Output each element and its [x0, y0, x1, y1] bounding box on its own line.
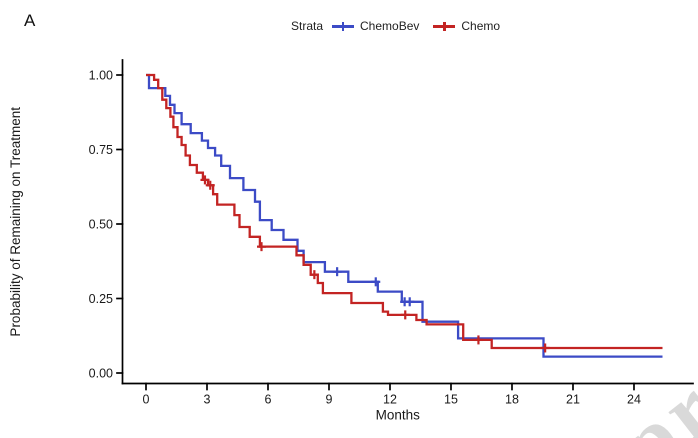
x-tick-label: 24: [627, 393, 641, 407]
legend-item-chemobev: ChemoBev: [332, 19, 419, 33]
y-tick-label: 0.50: [89, 218, 113, 232]
x-tick-label: 18: [505, 393, 519, 407]
y-axis-title: Probability of Remaining on Treatment: [8, 107, 23, 337]
y-tick-label: 1.00: [89, 69, 113, 83]
x-axis-title: Months: [376, 408, 421, 423]
survival-curve-chemobev: [146, 73, 663, 358]
tick-labels: 0.00 0.25 0.50 0.75 1.00 0 3 6 9 12 15 18 21 24: [89, 69, 641, 407]
legend: Strata ChemoBev Chemo: [291, 19, 500, 33]
x-tick-label: 15: [444, 393, 458, 407]
x-tick-label: 0: [143, 393, 150, 407]
x-tick-label: 6: [265, 393, 272, 407]
x-tick-label: 3: [204, 393, 211, 407]
y-tick-label: 0.25: [89, 292, 113, 306]
y-tick-label: 0.75: [89, 143, 113, 157]
x-tick-label: 9: [326, 393, 333, 407]
legend-item-chemo: Chemo: [433, 19, 500, 33]
legend-item-label: Chemo: [461, 19, 501, 33]
legend-item-label: ChemoBev: [360, 19, 420, 33]
axes: [116, 59, 694, 391]
censor-marks-chemobev: [332, 267, 415, 307]
x-tick-label: 12: [383, 393, 397, 407]
y-tick-label: 0.00: [89, 367, 113, 381]
legend-title: Strata: [291, 19, 324, 33]
censor-plus-icon: [332, 20, 355, 32]
censor-plus-icon: [433, 20, 456, 32]
survival-curve-chemo: [146, 73, 663, 350]
panel-label-a: A: [24, 11, 36, 30]
x-tick-label: 21: [566, 393, 580, 407]
censor-marks-chemo: [200, 175, 550, 353]
